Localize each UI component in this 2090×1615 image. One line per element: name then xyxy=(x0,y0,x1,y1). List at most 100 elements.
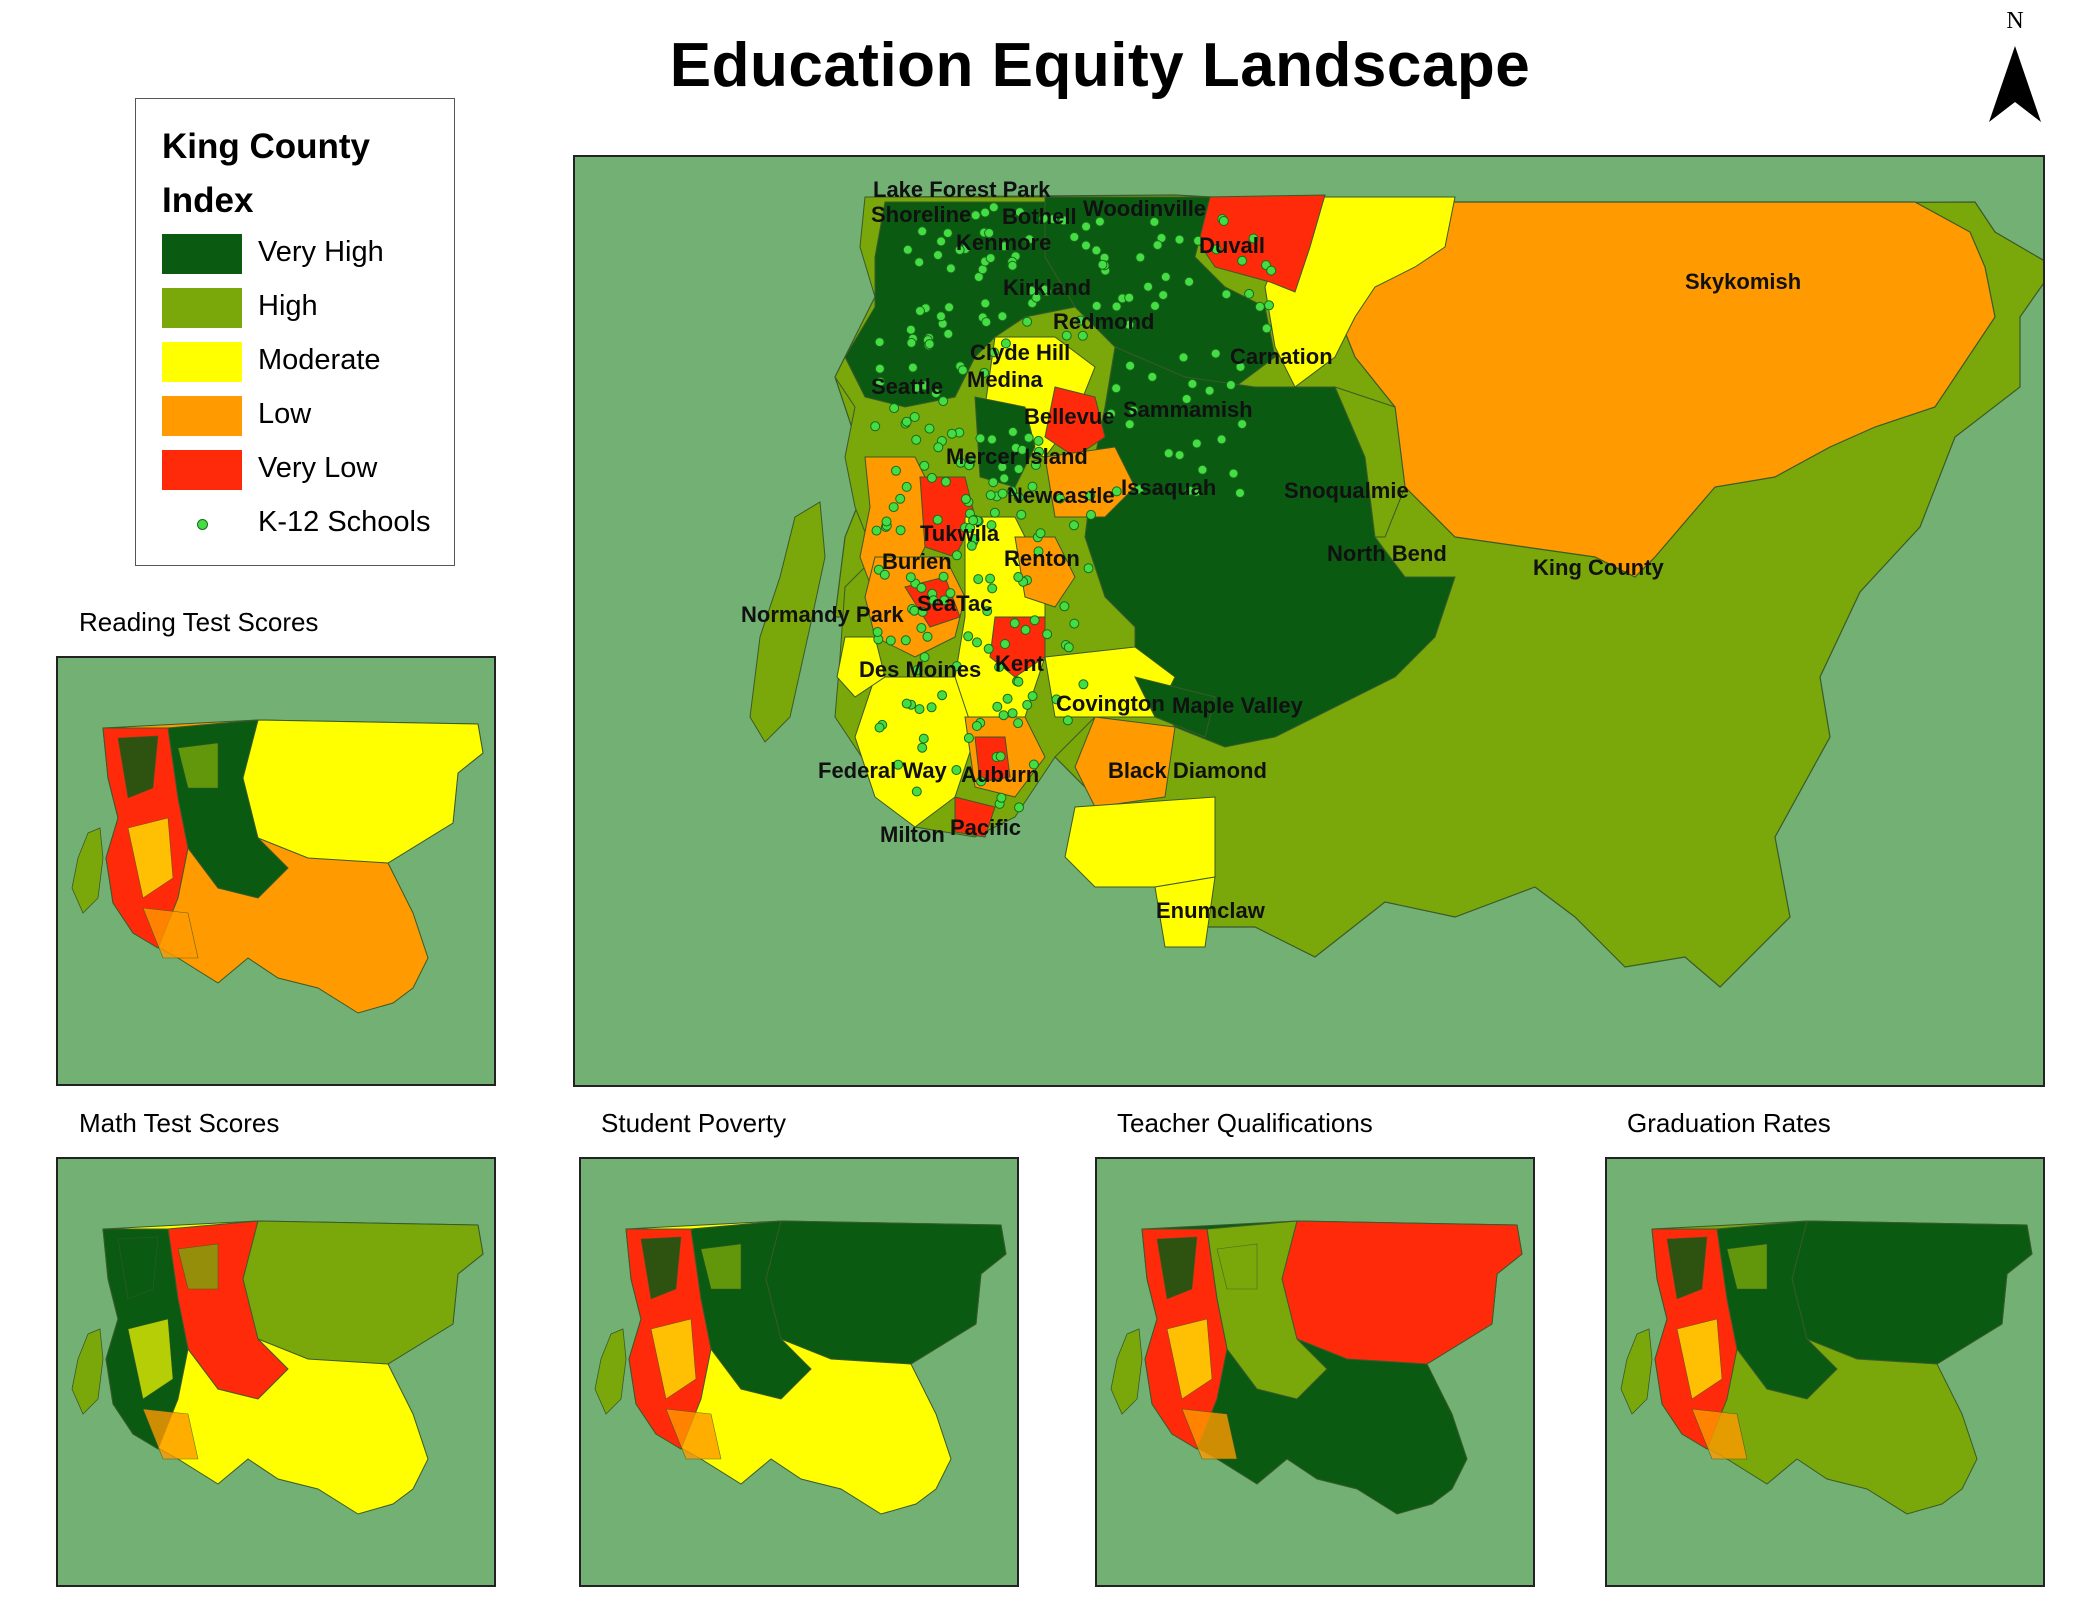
panel-title-math: Math Test Scores xyxy=(79,1108,280,1138)
place-label: Lake Forest Park xyxy=(873,177,1051,202)
school-dot xyxy=(973,574,984,585)
school-dot xyxy=(972,637,982,648)
legend-item-schools: K-12 Schools xyxy=(162,504,452,544)
school-dot xyxy=(1128,405,1139,416)
school-dot xyxy=(1254,301,1265,312)
legend-label: Very Low xyxy=(258,452,378,484)
legend-subtitle: Index xyxy=(162,181,254,220)
panel-map-svg xyxy=(1110,1220,1523,1515)
school-dot xyxy=(994,662,1005,673)
school-dot xyxy=(889,403,900,414)
school-dot xyxy=(874,337,885,348)
place-label: Pacific xyxy=(950,815,1021,840)
school-dot xyxy=(1020,624,1031,635)
panel-title-poverty: Student Poverty xyxy=(601,1108,786,1138)
school-dot xyxy=(981,317,992,328)
school-dot xyxy=(1038,213,1049,224)
school-dot xyxy=(986,520,997,531)
school-dot xyxy=(901,416,912,427)
school-dot xyxy=(1081,240,1091,251)
school-dot xyxy=(996,792,1007,803)
school-dot xyxy=(917,606,928,617)
school-dot xyxy=(1013,464,1024,474)
school-dot xyxy=(924,339,935,350)
place-label: Seattle xyxy=(871,374,944,399)
school-dot xyxy=(1014,802,1024,813)
school-dot xyxy=(936,236,947,247)
place-label: Federal Way xyxy=(818,758,947,783)
legend-item-very-low: Very Low xyxy=(162,450,452,490)
school-dot xyxy=(954,245,965,255)
school-dot xyxy=(1237,419,1248,430)
school-dot xyxy=(1163,448,1174,459)
school-dot xyxy=(909,412,920,422)
school-dot xyxy=(1111,486,1122,497)
panel-map-svg xyxy=(1620,1220,2033,1515)
place-label: Skykomish xyxy=(1685,269,1802,294)
school-dot xyxy=(987,583,998,594)
school-dot xyxy=(1048,214,1059,225)
school-dot xyxy=(1091,300,1102,311)
school-dot xyxy=(966,540,977,551)
school-dot xyxy=(930,388,941,399)
school-dot xyxy=(997,488,1008,499)
school-dot xyxy=(985,253,996,264)
school-dot xyxy=(870,421,881,432)
panel-map-math xyxy=(56,1157,496,1587)
school-dot xyxy=(915,306,925,316)
legend-swatch xyxy=(162,396,242,436)
main-map-svg xyxy=(749,194,2043,988)
map-title: Education Equity Landscape xyxy=(669,31,1531,100)
school-dot xyxy=(1023,432,1034,443)
school-dot xyxy=(963,631,974,642)
school-dot xyxy=(1075,315,1086,326)
school-dot xyxy=(987,434,997,445)
legend-label: Very High xyxy=(258,236,384,268)
school-dot xyxy=(881,516,892,527)
legend-swatch xyxy=(162,234,242,274)
school-dot xyxy=(980,298,991,309)
school-dot xyxy=(1081,221,1092,232)
school-dot xyxy=(933,442,944,453)
school-dot xyxy=(1027,691,1038,702)
place-label: Burien xyxy=(882,549,952,574)
panel-map-reading xyxy=(56,656,496,1086)
school-dot xyxy=(1069,618,1080,629)
school-dot xyxy=(957,365,968,376)
school-dot xyxy=(970,210,981,221)
school-dot xyxy=(1149,216,1160,227)
main-map: Lake Forest Park Shoreline Bothell Woodi… xyxy=(573,155,2045,1087)
school-dot xyxy=(901,698,912,709)
region-skykomish xyxy=(1334,201,1996,578)
place-label: Covington xyxy=(1056,691,1165,716)
school-dot xyxy=(911,382,922,393)
place-label: Mercer Island xyxy=(946,444,1088,469)
school-dot xyxy=(1078,679,1089,690)
place-label: Issaquah xyxy=(1121,475,1217,500)
school-dot xyxy=(1147,371,1158,382)
school-dot xyxy=(988,477,999,488)
place-label: Black Diamond xyxy=(1108,758,1267,783)
panel-map-svg xyxy=(71,1220,484,1515)
school-dot xyxy=(936,311,946,322)
school-dot xyxy=(989,507,1000,518)
school-dot xyxy=(1069,232,1080,242)
school-dot xyxy=(1264,300,1274,311)
place-label: Tukwila xyxy=(920,521,1000,546)
school-dot xyxy=(905,324,916,335)
school-dot xyxy=(1266,265,1277,276)
school-dot xyxy=(907,362,918,373)
school-dot xyxy=(922,631,933,642)
school-dot xyxy=(1225,380,1236,390)
school-dot xyxy=(919,652,930,663)
place-label: SeaTac xyxy=(917,591,993,616)
legend-item-very-high: Very High xyxy=(162,234,452,274)
school-dot xyxy=(1026,285,1037,296)
panel-title-graduation: Graduation Rates xyxy=(1627,1108,1831,1138)
legend-label: Low xyxy=(258,398,312,430)
school-dot xyxy=(988,202,999,213)
school-dot xyxy=(938,396,949,407)
school-dot xyxy=(917,742,928,753)
legend-swatch xyxy=(162,342,242,382)
school-dot xyxy=(1111,383,1122,394)
